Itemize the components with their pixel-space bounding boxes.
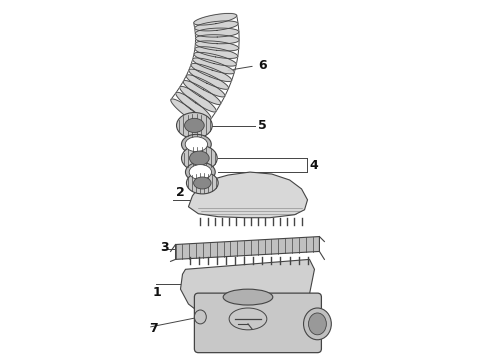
Ellipse shape bbox=[187, 172, 218, 194]
Polygon shape bbox=[171, 99, 206, 126]
Polygon shape bbox=[196, 35, 239, 44]
Text: 6: 6 bbox=[258, 59, 267, 72]
Polygon shape bbox=[180, 86, 216, 112]
Ellipse shape bbox=[194, 177, 211, 189]
Polygon shape bbox=[196, 28, 239, 37]
Ellipse shape bbox=[185, 118, 204, 132]
Polygon shape bbox=[194, 13, 237, 25]
Polygon shape bbox=[186, 75, 225, 97]
Text: 5: 5 bbox=[258, 119, 267, 132]
Ellipse shape bbox=[195, 310, 206, 324]
Polygon shape bbox=[195, 47, 238, 58]
Ellipse shape bbox=[181, 145, 217, 171]
Text: 4: 4 bbox=[310, 159, 318, 172]
Ellipse shape bbox=[185, 137, 208, 152]
Polygon shape bbox=[195, 21, 238, 31]
Polygon shape bbox=[191, 63, 232, 82]
Polygon shape bbox=[176, 92, 211, 120]
Text: 1: 1 bbox=[153, 285, 162, 299]
Polygon shape bbox=[196, 41, 239, 51]
Ellipse shape bbox=[185, 162, 215, 182]
Ellipse shape bbox=[181, 134, 211, 154]
Polygon shape bbox=[194, 52, 236, 66]
Polygon shape bbox=[180, 260, 315, 324]
Ellipse shape bbox=[190, 151, 209, 165]
Text: 7: 7 bbox=[149, 322, 157, 336]
FancyBboxPatch shape bbox=[195, 293, 321, 353]
Ellipse shape bbox=[176, 113, 212, 138]
Polygon shape bbox=[189, 69, 228, 89]
Ellipse shape bbox=[303, 308, 331, 340]
Polygon shape bbox=[183, 81, 221, 104]
Text: 2: 2 bbox=[175, 186, 184, 199]
Polygon shape bbox=[189, 172, 308, 218]
Ellipse shape bbox=[189, 165, 212, 180]
Text: 3: 3 bbox=[161, 241, 169, 254]
Ellipse shape bbox=[309, 313, 326, 335]
Polygon shape bbox=[175, 237, 319, 260]
Ellipse shape bbox=[223, 289, 273, 305]
Polygon shape bbox=[193, 58, 234, 74]
